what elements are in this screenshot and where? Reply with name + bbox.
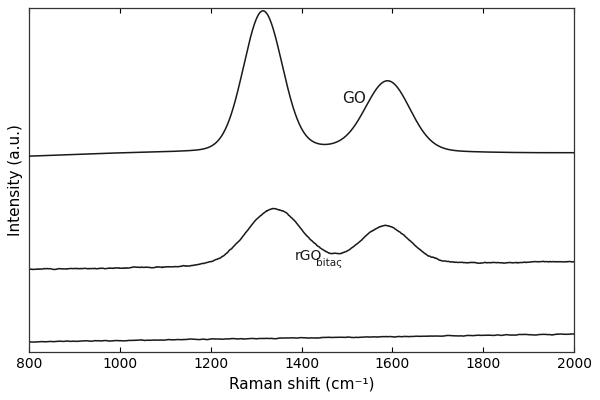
Y-axis label: Intensity (a.u.): Intensity (a.u.) [8, 124, 23, 236]
Text: rGO: rGO [295, 249, 322, 263]
X-axis label: Raman shift (cm⁻¹): Raman shift (cm⁻¹) [229, 377, 374, 392]
Text: GO: GO [343, 91, 366, 106]
Text: bitaς: bitaς [316, 258, 343, 268]
